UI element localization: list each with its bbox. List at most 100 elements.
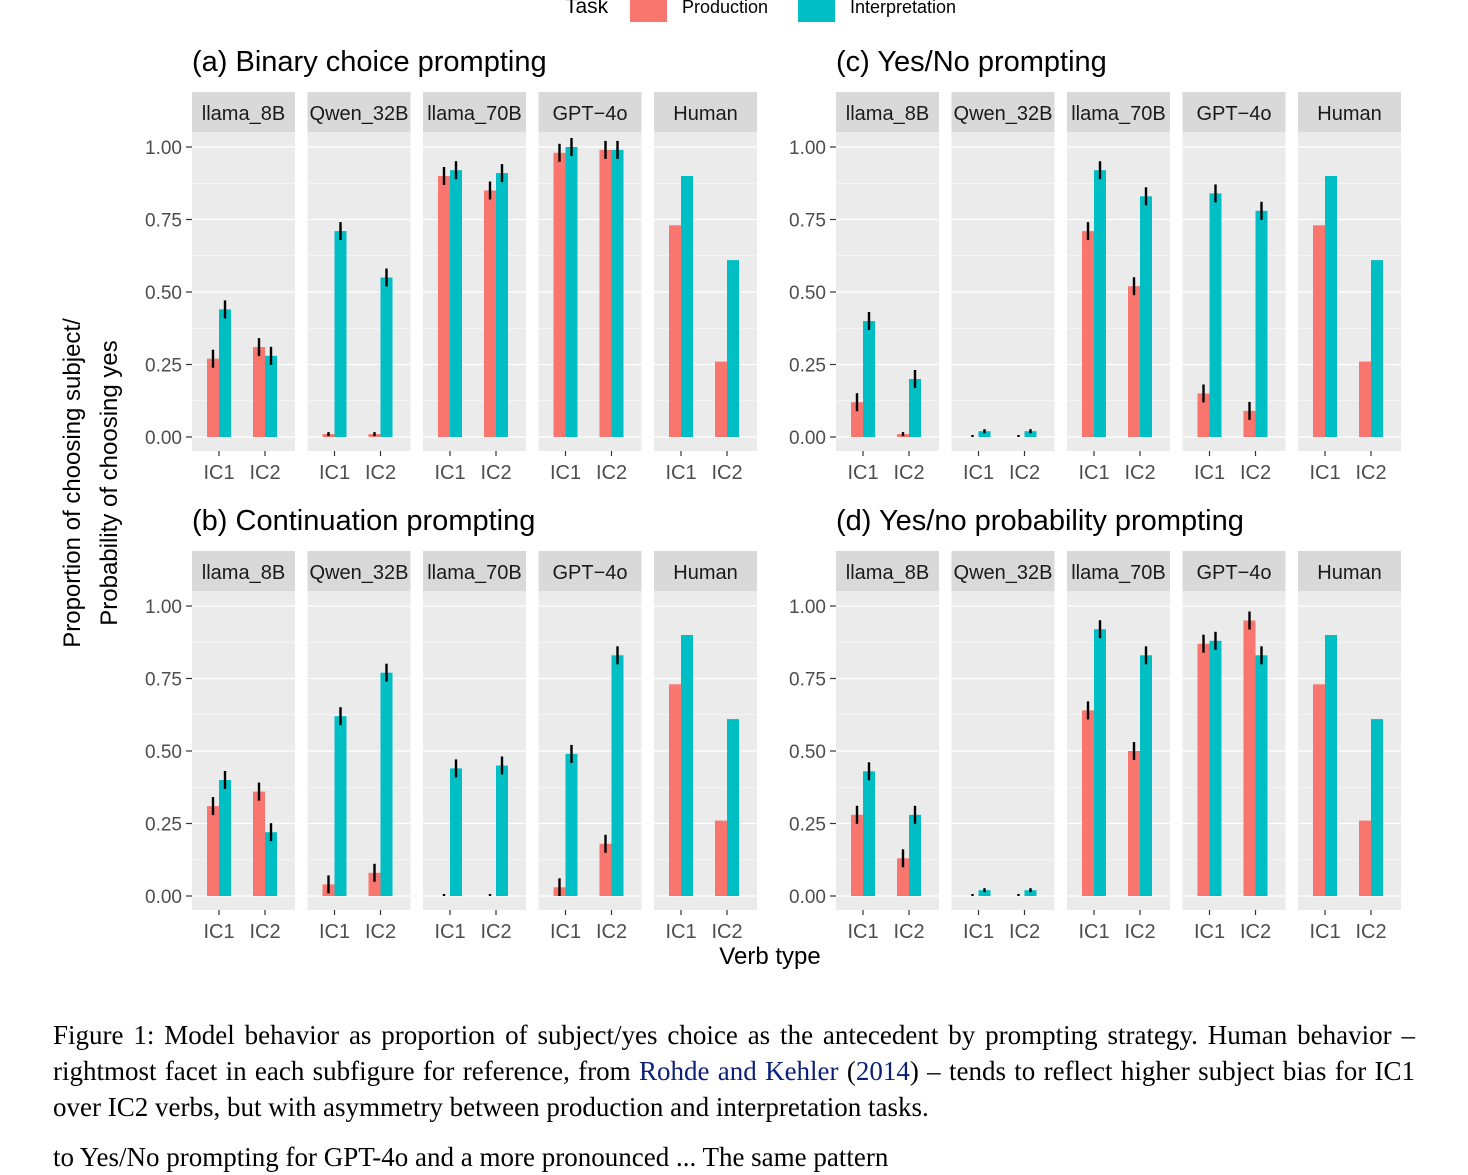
bar-interpretation [1371, 719, 1383, 896]
facet-strip [951, 551, 1055, 591]
bar-production [253, 791, 265, 896]
x-tick-label: IC2 [711, 921, 742, 943]
bar-production [669, 684, 681, 896]
bar-interpretation [681, 176, 693, 437]
y-tick-label: 0.00 [145, 887, 182, 908]
facet-strip [1298, 551, 1401, 591]
y-tick-label: 0.25 [789, 356, 826, 377]
x-tick-label: IC1 [1078, 921, 1109, 943]
x-tick-label: IC1 [1078, 462, 1109, 484]
facet-strip [538, 551, 642, 591]
y-tick-label: 0.00 [789, 428, 826, 449]
bar-interpretation [978, 890, 991, 896]
bar-interpretation [265, 832, 277, 896]
y-tick-label: 0.50 [789, 742, 826, 763]
facet: llama_70B IC1 IC2 [423, 92, 526, 484]
facet-strip-label: Qwen_32B [310, 103, 409, 125]
facet: llama_70B IC1 IC2 [1067, 92, 1170, 484]
bar-interpretation [1024, 890, 1037, 896]
x-tick-label: IC2 [480, 462, 511, 484]
x-tick-label: IC1 [665, 462, 696, 484]
x-tick-label: IC2 [1355, 921, 1386, 943]
x-tick-label: IC2 [893, 462, 924, 484]
x-tick-label: IC1 [550, 921, 581, 943]
x-tick-label: IC2 [1009, 462, 1040, 484]
x-tick-label: IC1 [963, 462, 994, 484]
subplot-b: (b) Continuation prompting 0.00 0.25 0.50 0… [145, 505, 757, 943]
facet-strip-label: Human [1317, 562, 1381, 584]
x-tick-label: IC2 [893, 921, 924, 943]
x-tick-label: IC1 [434, 921, 465, 943]
facet: GPT−4o IC1 IC2 [538, 551, 642, 943]
bar-production [669, 225, 681, 437]
facet: Human IC1 IC2 [1298, 92, 1401, 484]
y-axis-title-line1: Proportion of choosing subject/ [59, 318, 86, 648]
facet-strip-label: GPT−4o [1196, 562, 1271, 584]
facet: Qwen_32B IC1 IC2 [951, 551, 1055, 943]
facet-strip-label: Human [673, 562, 737, 584]
bar-production [599, 843, 612, 896]
facet-strip [951, 92, 1055, 132]
bar-interpretation [978, 431, 991, 437]
legend-swatch-interpretation [798, 0, 835, 22]
facet-strip [1067, 92, 1170, 132]
bar-production [1243, 410, 1256, 437]
bar-production [368, 872, 381, 896]
facet-strip-label: llama_8B [202, 562, 285, 584]
facet-strip [1298, 92, 1401, 132]
bar-interpretation [863, 771, 875, 896]
x-tick-label: IC2 [1240, 921, 1271, 943]
bar-interpretation [450, 768, 462, 896]
bar-interpretation [909, 379, 921, 437]
facet: llama_70B IC1 IC2 [1067, 551, 1170, 943]
bar-production [1313, 225, 1325, 437]
x-tick-label: IC2 [480, 921, 511, 943]
facet: llama_8B IC1 IC2 [836, 92, 939, 484]
facet-strip-label: Qwen_32B [954, 562, 1053, 584]
x-tick-label: IC2 [596, 462, 627, 484]
bar-production [438, 176, 450, 437]
bar-interpretation [1024, 431, 1037, 437]
bar-interpretation [380, 277, 393, 437]
y-tick-label: 1.00 [145, 597, 182, 618]
bar-interpretation [219, 780, 231, 896]
bar-interpretation [565, 147, 578, 437]
y-tick-label: 0.00 [145, 428, 182, 449]
facet-strip [654, 551, 757, 591]
y-tick-label: 1.00 [789, 138, 826, 159]
subplot-title: (b) Continuation prompting [192, 505, 535, 537]
facet-strip-label: Qwen_32B [310, 562, 409, 584]
facet-strip-label: llama_8B [202, 103, 285, 125]
x-tick-label: IC1 [203, 462, 234, 484]
bar-interpretation [727, 719, 739, 896]
facet-strip-label: llama_70B [427, 562, 522, 584]
bar-production [1359, 820, 1371, 896]
bar-production [1197, 393, 1210, 437]
bar-interpretation [1371, 260, 1383, 437]
bar-interpretation [863, 321, 875, 437]
facet-strip-label: llama_70B [1071, 562, 1166, 584]
citation-year-link[interactable]: 2014 [855, 1056, 910, 1086]
bar-interpretation [450, 170, 462, 437]
facet: llama_8B IC1 IC2 [192, 551, 295, 943]
facet-strip [192, 92, 295, 132]
x-tick-label: IC1 [434, 462, 465, 484]
citation-author-link[interactable]: Rohde and Kehler [638, 1056, 839, 1086]
facet-strip [307, 92, 411, 132]
bar-production [207, 806, 219, 896]
y-tick-label: 0.50 [145, 742, 182, 763]
x-tick-label: IC1 [1194, 921, 1225, 943]
x-tick-label: IC1 [550, 462, 581, 484]
bar-production [1082, 231, 1094, 437]
legend-label-interpretation: Interpretation [850, 0, 956, 17]
facet-strip-label: GPT−4o [552, 103, 627, 125]
x-tick-label: IC1 [319, 462, 350, 484]
bar-production [599, 149, 612, 437]
facet-strip-label: llama_8B [846, 562, 929, 584]
caption-cite-open: ( [838, 1056, 856, 1086]
bar-interpretation [611, 149, 624, 437]
facet: Qwen_32B IC1 IC2 [307, 92, 411, 484]
y-tick-label: 1.00 [145, 138, 182, 159]
bar-interpretation [1255, 655, 1268, 896]
bar-interpretation [496, 173, 508, 437]
